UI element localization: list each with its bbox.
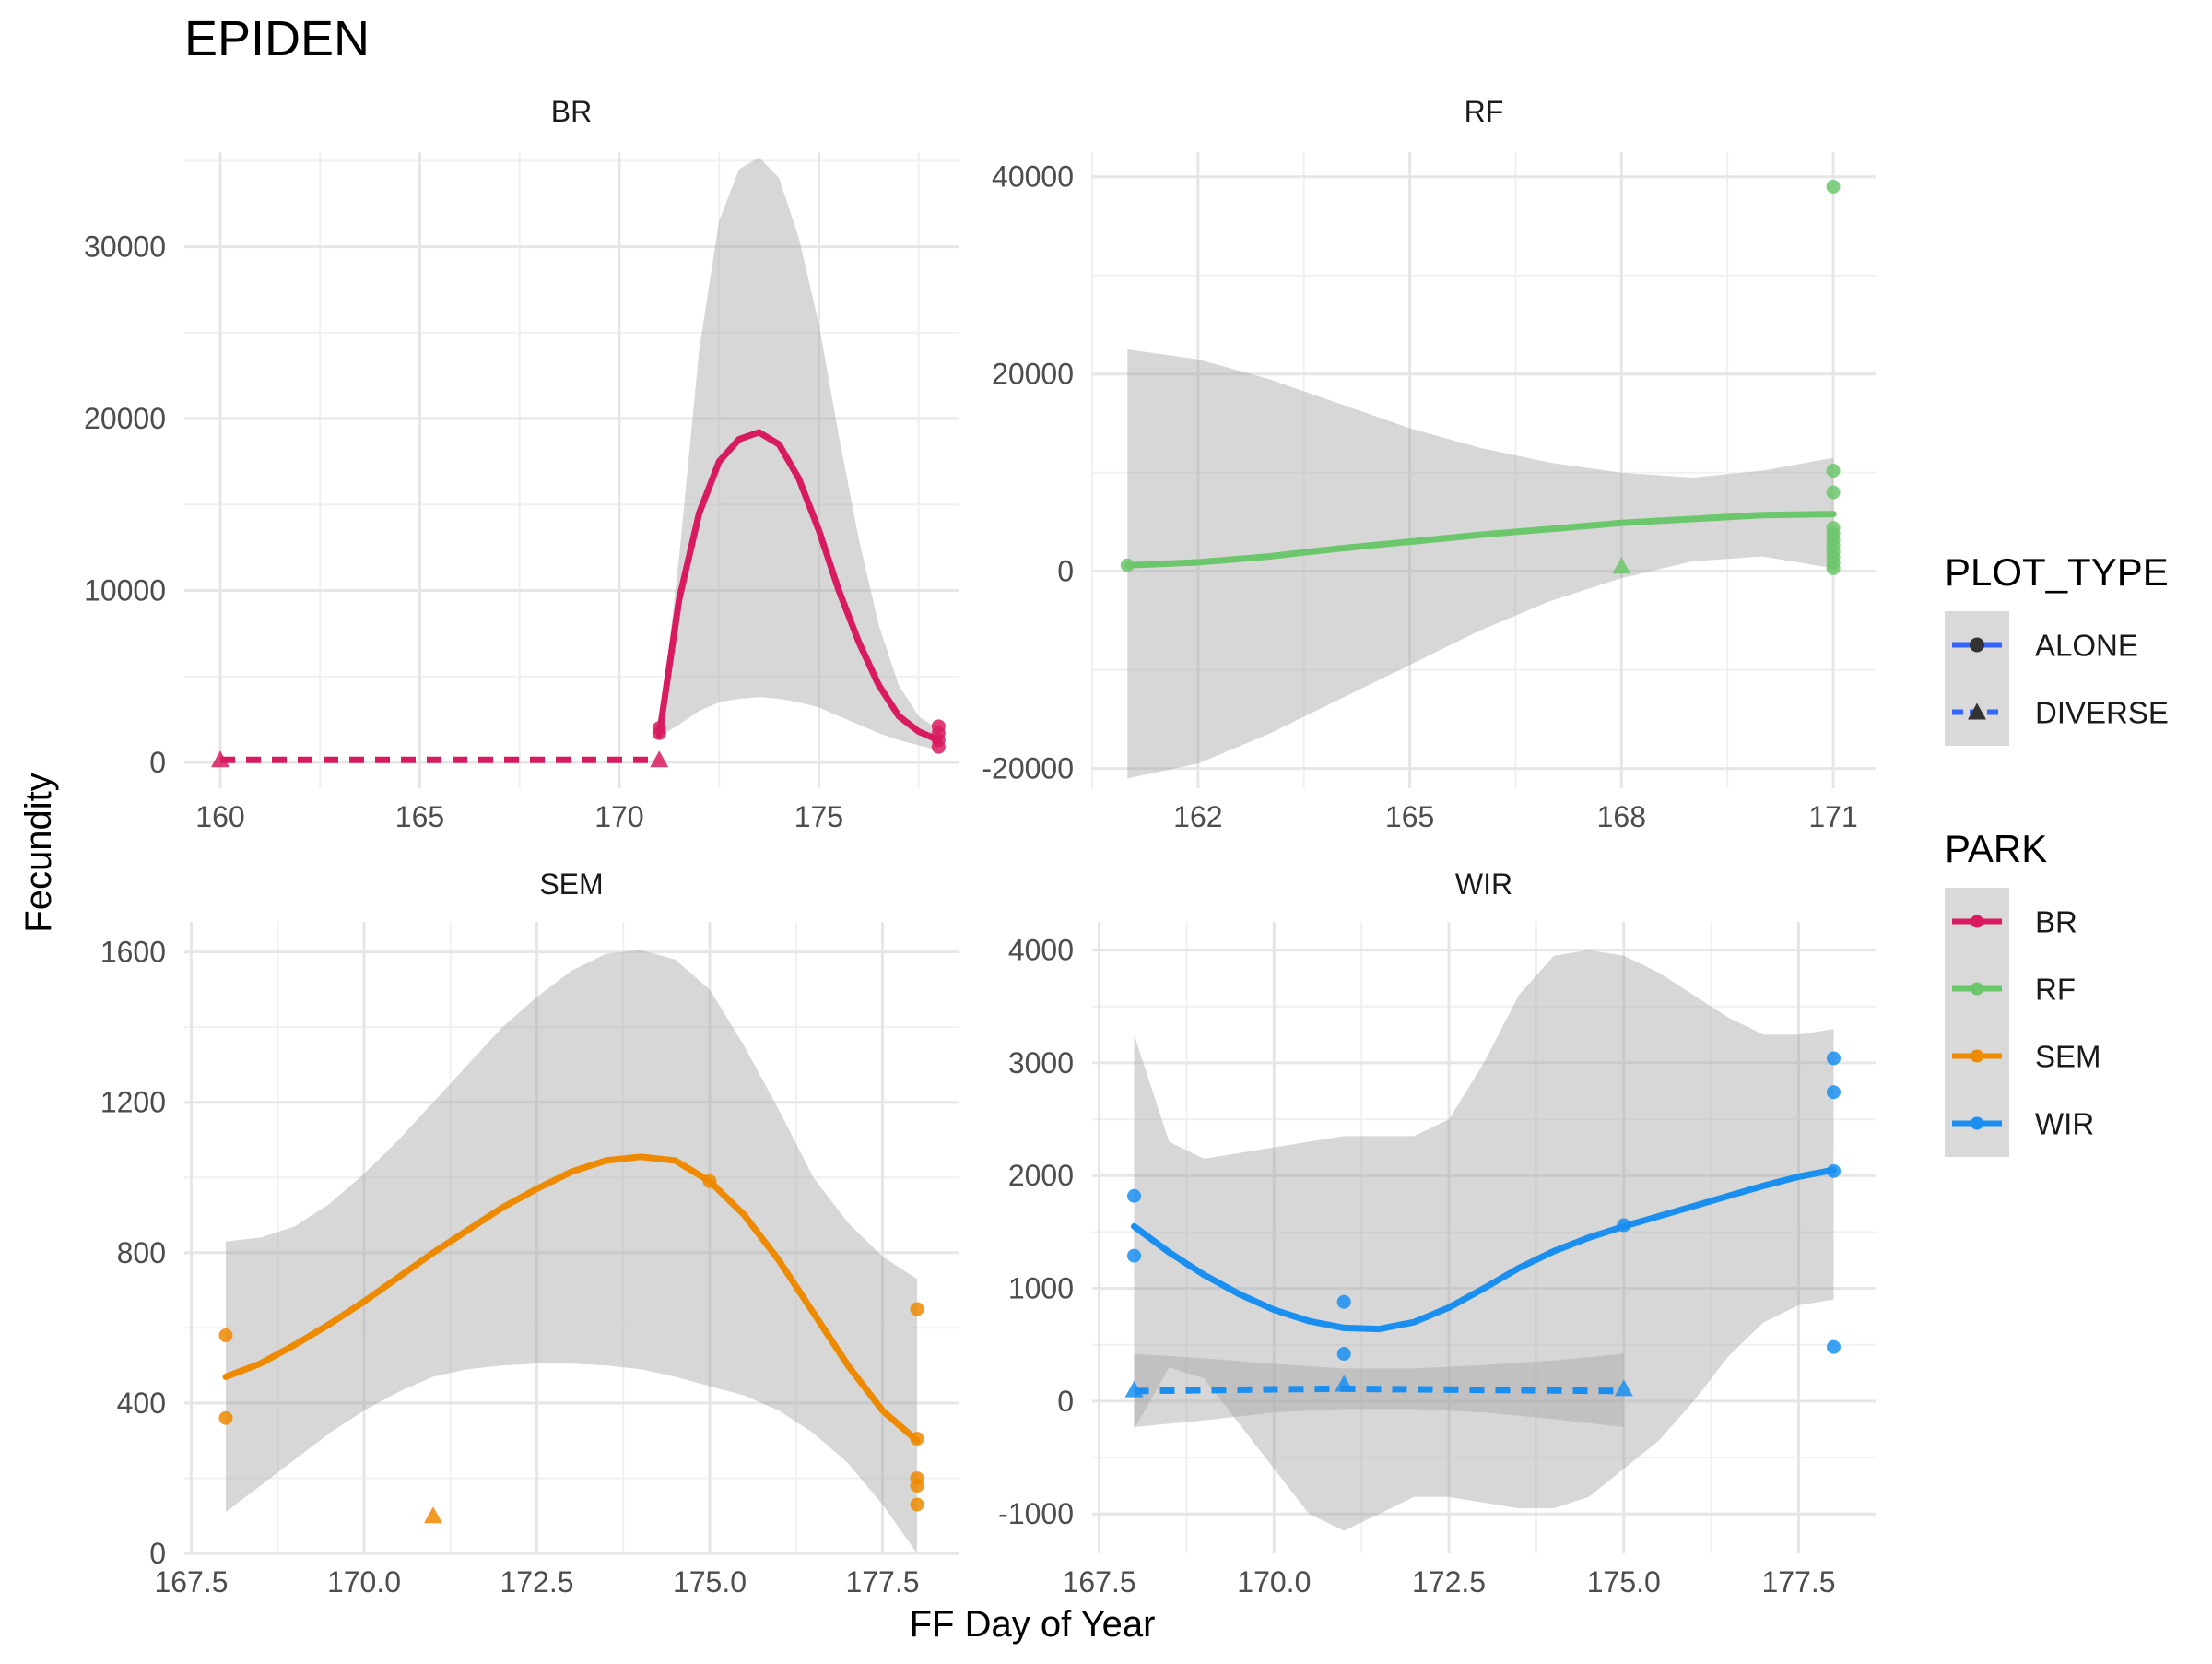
legend-key-circle [1971, 1116, 1983, 1130]
legend-key-circle [1971, 982, 1983, 996]
panel-sem: SEM 167.5 170.0 172.5 175.0 177.5 0 400 800 1200 1… [100, 867, 959, 1599]
data-point-diverse [1614, 1379, 1633, 1397]
y-tick-label: 0 [149, 746, 166, 779]
panel-br: BR 160 165 170 175 0 10000 20000 30000 [84, 95, 959, 833]
x-tick-label: 175.0 [1587, 1565, 1661, 1599]
data-point-alone [1826, 561, 1841, 575]
y-tick-label: -1000 [998, 1497, 1074, 1530]
legend-key-background [1945, 888, 2009, 1157]
y-tick-label: 30000 [84, 230, 166, 264]
y-tick-label: 20000 [992, 358, 1074, 391]
legend-label-diverse: DIVERSE [2035, 696, 2169, 730]
y-tick-label: -20000 [982, 752, 1074, 785]
x-tick-label: 172.5 [1412, 1565, 1486, 1599]
x-tick-label: 171 [1808, 800, 1857, 833]
data-point-diverse [424, 1506, 442, 1524]
legend-key-circle [1970, 637, 1984, 653]
confidence-band-alone [1134, 950, 1834, 1531]
y-tick-label: 10000 [84, 574, 166, 608]
x-tick-label: 168 [1597, 800, 1646, 833]
y-tick-label: 20000 [84, 402, 166, 435]
data-point-alone [1826, 179, 1841, 194]
data-point-alone [1127, 1248, 1142, 1263]
legend-key-circle [1971, 1049, 1983, 1063]
x-axis-title: FF Day of Year [910, 1604, 1156, 1645]
legend-title-plot-type: PLOT_TYPE [1945, 550, 2169, 594]
x-tick-label: 170.0 [1237, 1565, 1311, 1599]
x-tick-label: 175.0 [673, 1565, 747, 1599]
x-tick-label: 162 [1173, 800, 1222, 833]
confidence-band-alone [226, 950, 917, 1553]
x-tick-label: 170.0 [327, 1565, 401, 1599]
x-tick-label: 175 [794, 800, 843, 833]
strip-label-wir: WIR [1455, 867, 1512, 901]
smooth-line-alone [655, 429, 942, 744]
y-tick-label: 800 [117, 1236, 166, 1269]
data-point-alone [910, 1302, 924, 1316]
data-point-diverse [1612, 557, 1631, 574]
legend-key-triangle [1968, 702, 1986, 720]
x-tick-label: 160 [195, 800, 244, 833]
data-point-alone [218, 1410, 233, 1425]
data-point-alone [1826, 485, 1841, 500]
data-point-alone [1826, 1339, 1841, 1354]
x-tick-label: 170 [594, 800, 643, 833]
data-point-alone [931, 719, 946, 734]
y-axis-title: Fecundity [18, 773, 59, 932]
confidence-band-alone [659, 157, 939, 751]
y-tick-label: 4000 [1008, 934, 1074, 967]
data-point-alone [910, 1497, 924, 1512]
y-tick-label: 40000 [992, 160, 1074, 194]
data-point-alone [1336, 1294, 1351, 1309]
chart-title: EPIDEN [184, 11, 370, 66]
smooth-line-alone [222, 1153, 921, 1445]
data-point-diverse [210, 750, 229, 768]
x-tick-label: 167.5 [154, 1565, 228, 1599]
y-tick-label: 0 [1057, 555, 1074, 588]
y-tick-label: 400 [117, 1387, 166, 1420]
panel-rf: RF 162 165 168 171 -20000 0 20000 40000 [982, 95, 1876, 833]
legend: PLOT_TYPE ALONE DIVERSE PARK BR RF SEM WIR [1945, 550, 2169, 1157]
y-tick-label: 0 [149, 1537, 166, 1570]
y-tick-label: 0 [1057, 1385, 1074, 1418]
strip-label-br: BR [551, 95, 592, 128]
panel-wir: WIR 167.5 170.0 172.5 175.0 177.5 -1000 0 1000 20… [998, 867, 1876, 1599]
x-tick-label: 177.5 [845, 1565, 919, 1599]
data-point-alone [1336, 1346, 1351, 1361]
legend-label-wir: WIR [2035, 1107, 2094, 1141]
smooth-line-alone [1124, 511, 1837, 569]
data-point-alone [1826, 464, 1841, 478]
legend-key-background [1945, 611, 2009, 746]
x-tick-label: 167.5 [1063, 1565, 1136, 1599]
y-tick-label: 1200 [100, 1086, 166, 1119]
legend-label-sem: SEM [2035, 1040, 2101, 1074]
data-point-alone [910, 1479, 924, 1493]
legend-title-park: PARK [1945, 827, 2047, 870]
confidence-band-alone [1127, 349, 1834, 779]
y-tick-label: 1600 [100, 936, 166, 969]
data-point-alone [1826, 1051, 1841, 1066]
smooth-line-diverse [1134, 1385, 1624, 1395]
strip-label-rf: RF [1465, 95, 1504, 128]
x-tick-label: 165 [395, 800, 444, 833]
strip-label-sem: SEM [539, 867, 603, 901]
legend-label-br: BR [2035, 905, 2077, 939]
x-tick-label: 177.5 [1761, 1565, 1835, 1599]
x-tick-label: 165 [1385, 800, 1434, 833]
data-point-alone [1127, 1188, 1142, 1203]
legend-label-alone: ALONE [2035, 629, 2138, 663]
x-tick-label: 172.5 [500, 1565, 573, 1599]
legend-key-circle [1971, 915, 1983, 928]
legend-label-rf: RF [2035, 973, 2076, 1007]
data-point-alone [218, 1328, 233, 1343]
smooth-line-alone [1131, 1166, 1837, 1333]
data-point-alone [1826, 1085, 1841, 1100]
y-tick-label: 2000 [1008, 1159, 1074, 1192]
y-tick-label: 1000 [1008, 1272, 1074, 1305]
y-tick-label: 3000 [1008, 1046, 1074, 1080]
